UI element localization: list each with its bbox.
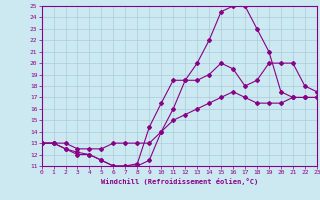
X-axis label: Windchill (Refroidissement éolien,°C): Windchill (Refroidissement éolien,°C) xyxy=(100,178,258,185)
